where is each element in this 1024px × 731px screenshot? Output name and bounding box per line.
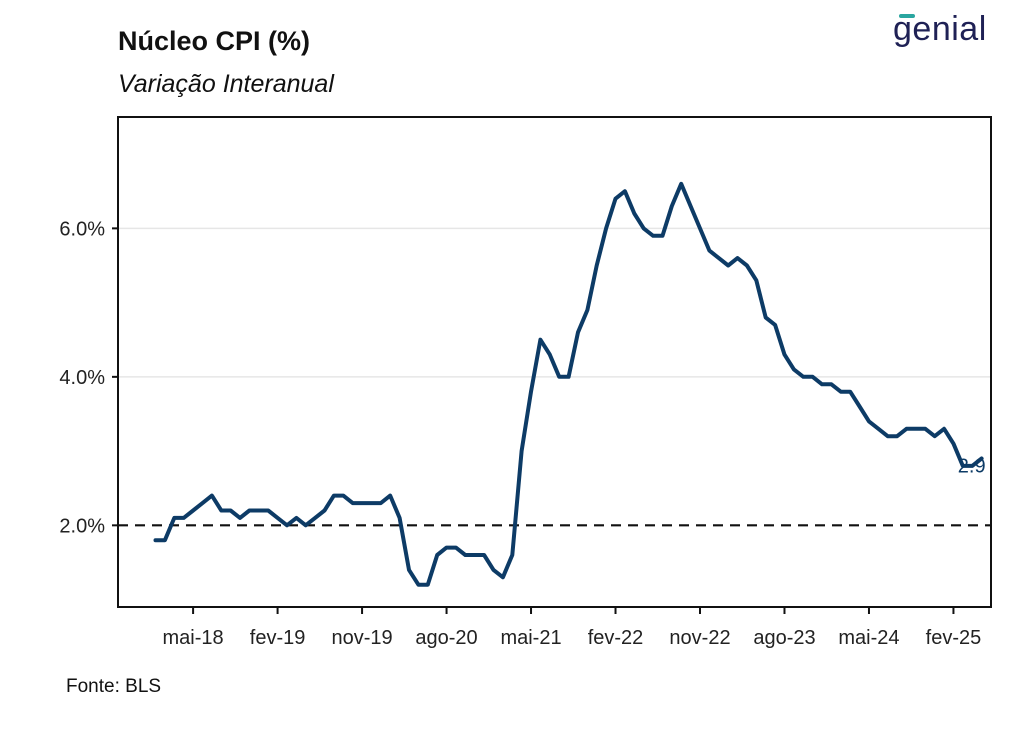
x-tick-label: nov-22 <box>669 627 730 649</box>
series-line <box>153 181 984 587</box>
series-end-label: 2.9 <box>958 456 986 478</box>
chart-subtitle: Variação Interanual <box>118 70 334 98</box>
y-tick-label: 6.0% <box>59 218 105 240</box>
y-tick-label: 2.0% <box>59 515 105 537</box>
x-tick-label: fev-19 <box>250 627 306 649</box>
x-tick-label: fev-25 <box>926 627 982 649</box>
logo-accent-icon <box>899 14 915 18</box>
x-tick-label: fev-22 <box>588 627 644 649</box>
x-tick-label: ago-23 <box>753 627 815 649</box>
brand-logo: genial <box>893 10 987 49</box>
y-tick-label: 4.0% <box>59 367 105 389</box>
x-tick-label: mai-21 <box>500 627 561 649</box>
x-tick-label: ago-20 <box>415 627 477 649</box>
x-tick-label: nov-19 <box>331 627 392 649</box>
plot-border <box>117 116 992 608</box>
x-tick-label: mai-18 <box>163 627 224 649</box>
x-tick-label: mai-24 <box>838 627 899 649</box>
source-note: Fonte: BLS <box>66 676 162 697</box>
chart-title: Núcleo CPI (%) <box>118 26 311 56</box>
